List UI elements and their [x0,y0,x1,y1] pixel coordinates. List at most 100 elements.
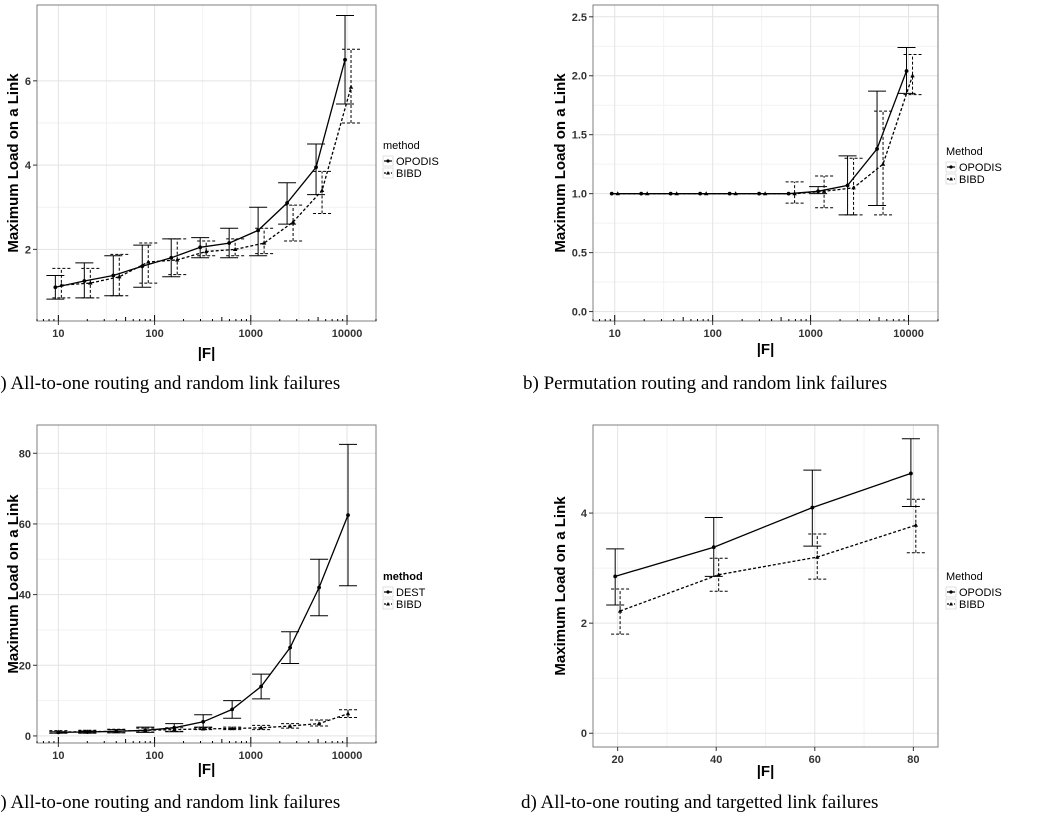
series-line [58,713,349,733]
chart-panel-4: 20 40 60 80 0 2 4 |F| Maximum Load on a Link Meth… [521,424,1002,813]
y-axis-title: Maximum Load on a Link [5,494,22,674]
series-bibd [611,498,925,635]
legend-key-opodis [945,586,957,598]
error-bar [339,709,358,719]
x-tick-label: 80 [907,754,919,766]
plot-background [37,425,376,743]
data-point [258,725,264,730]
data-point [733,191,738,196]
x-tick-label: 100 [145,750,163,762]
data-point [287,723,293,728]
chart-panel-1: 10 100 1000 10000 2 4 6 |F| Maximum Load on a Li… [0,4,439,394]
plot-border [592,424,939,748]
figure-caption: d) All-to-one routing and targetted link… [521,792,878,813]
grid [37,5,376,321]
data-point [908,471,913,476]
legend-label: OPODIS [959,587,1002,599]
data-point [348,84,354,89]
plot-border [36,424,377,744]
legend-label: BIBD [959,174,985,186]
data-point [227,241,232,245]
data-point [143,727,148,732]
plot-background [593,5,938,321]
y-tick-label: 0.0 [572,307,587,319]
y-axis-title: Maximum Load on a Link [5,73,22,253]
plot-border [592,4,939,322]
data-point [203,249,209,254]
y-tick-label: 2.0 [572,71,587,83]
legend-label: DEST [396,587,426,599]
x-tick-label: 20 [612,754,624,766]
data-point [256,228,261,233]
legend-key-bibd [382,598,394,610]
legend-key-point [949,590,953,594]
data-point [201,719,206,724]
y-tick-label: 0 [25,731,31,743]
y-axis-title: Maximum Load on a Link [552,73,569,253]
x-tick-label: 100 [703,328,721,340]
legend-key-point [949,177,953,181]
data-point [172,727,177,732]
series-group [46,15,361,300]
x-tick-label: 1000 [239,750,263,762]
y-tick-label: 4 [581,508,588,520]
error-bar [81,267,100,299]
y-axis-title: Maximum Load on a Link [552,496,569,676]
grid [593,425,938,747]
x-tick-label: 40 [710,754,722,766]
data-point [316,721,322,726]
x-axis-title: |F| [198,761,216,778]
data-point [59,282,64,287]
figure-caption: b) Permutation routing and random link f… [523,373,887,394]
legend-label: BIBD [959,599,985,611]
legend-key-bibd [382,167,394,179]
x-tick-label: 10 [52,750,64,762]
data-point [319,187,325,192]
data-point [82,279,87,283]
legend-title: method [383,140,420,152]
series-line [619,524,917,612]
data-point [317,585,321,590]
data-point [290,219,296,224]
legend-label: BIBD [396,599,422,611]
y-tick-label: 40 [19,590,31,602]
legend-key-point [386,171,390,175]
legend-key-point [386,159,390,163]
legend-key-point [386,590,390,594]
data-point [114,728,119,733]
y-tick-label: 20 [19,660,31,672]
data-point [259,684,264,689]
data-point [146,259,151,264]
data-point [346,513,350,517]
chart-panel-3: 10 100 1000 10000 0 20 40 60 80 |F| Maximum Load o… [0,424,426,813]
data-point [845,183,850,188]
x-axis-title: |F| [198,345,216,362]
plot-background [37,5,376,321]
series-bibd [49,709,358,734]
y-tick-label: 2.5 [572,12,587,24]
y-tick-label: 2 [25,244,31,256]
data-point [674,191,679,196]
series-bibd [52,48,361,299]
series-bibd [615,54,922,216]
data-point [288,645,292,650]
data-point [703,191,709,196]
chart-panel-2: 10 100 1000 10000 0.0 0.5 1.0 1.5 2.0 2.5 |F| Maxim… [523,4,1002,394]
figure-caption: a) All-to-one routing and random link fa… [0,373,340,394]
x-tick-label: 1000 [798,328,822,340]
data-point [88,280,93,285]
legend-key-point [949,602,953,606]
y-tick-label: 60 [19,519,31,531]
data-point [200,726,206,731]
data-point [230,707,235,712]
data-point [617,608,623,613]
data-point [175,257,180,262]
legend-title: Method [946,571,983,583]
grid [37,425,376,743]
y-tick-label: 0 [581,728,587,740]
x-tick-label: 60 [809,754,821,766]
